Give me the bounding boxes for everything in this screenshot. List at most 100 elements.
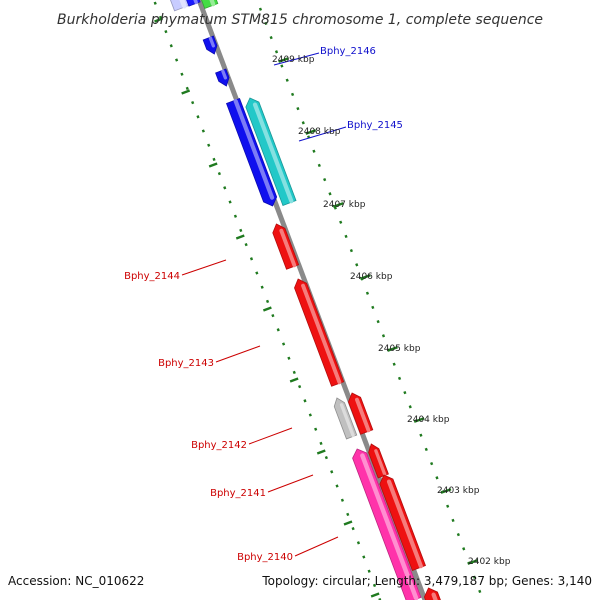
- major-tick: [359, 274, 371, 280]
- scale-tick: [346, 512, 350, 517]
- major-tick: [181, 89, 191, 95]
- gene-highlight: [208, 36, 215, 48]
- scale-tick: [317, 163, 321, 168]
- scale-tick: [223, 186, 227, 190]
- scale-tick: [298, 384, 302, 389]
- gene-body: [202, 35, 218, 55]
- gene-labels: Bphy_2146 Bphy_2145 Bphy_2144 Bphy_2143 …: [124, 46, 403, 563]
- gene-highlight: [279, 228, 297, 268]
- major-tick: [413, 417, 425, 423]
- gene-small-blue-a[interactable]: [202, 35, 218, 55]
- gene-partial-bottom[interactable]: [423, 587, 443, 600]
- kbp-label: 2409 kbp: [272, 55, 315, 65]
- scale-tick: [340, 498, 344, 502]
- gene-body: [215, 68, 230, 87]
- gene-bphy-2146[interactable]: [225, 98, 278, 207]
- scale-tick: [323, 177, 327, 182]
- scale-tick: [255, 271, 259, 275]
- scale-tick: [339, 220, 343, 224]
- scale-tick: [212, 157, 216, 162]
- scale-tick: [312, 149, 316, 153]
- gene-partial-top-blue[interactable]: [179, 0, 201, 7]
- scale-tick: [280, 64, 284, 68]
- gene-highlight: [179, 0, 187, 9]
- kbp-label: 2402 kbp: [468, 557, 511, 567]
- scale-tick: [271, 313, 275, 318]
- scale-tick: [301, 121, 305, 125]
- gene-label-bphy-2143[interactable]: Bphy_2143: [158, 358, 214, 369]
- scale-tick: [233, 214, 238, 218]
- scale-tick: [344, 234, 348, 239]
- kbp-label: 2405 kbp: [378, 344, 421, 354]
- scale-tick: [349, 248, 353, 253]
- scale-tick: [365, 291, 370, 295]
- scale-tick: [164, 29, 168, 34]
- scale-tick: [371, 305, 375, 310]
- gene-highlight: [431, 592, 438, 600]
- scale-tick: [276, 328, 280, 332]
- scale-tick: [403, 390, 407, 395]
- scale-tick: [397, 376, 402, 381]
- scale-tick: [314, 427, 318, 431]
- gene-highlight: [301, 283, 342, 385]
- scale-tick: [244, 242, 248, 247]
- gene-red-mid[interactable]: [348, 392, 374, 435]
- scale-tick: [446, 504, 450, 508]
- scale-tick: [308, 413, 312, 417]
- gene-bphy-2145[interactable]: [245, 97, 297, 206]
- major-tick: [467, 559, 479, 565]
- gene-highlight: [233, 98, 275, 200]
- label-leader-lines: [181, 52, 347, 557]
- scale-tick: [292, 370, 296, 375]
- kbp-label: 2403 kbp: [437, 486, 480, 496]
- gene-label-bphy-2144[interactable]: Bphy_2144: [124, 271, 180, 282]
- gene-label-bphy-2142[interactable]: Bphy_2142: [191, 440, 247, 451]
- gene-label-bphy-2145[interactable]: Bphy_2145: [347, 120, 403, 131]
- scale-tick: [478, 589, 482, 594]
- gene-partial-top-lavender[interactable]: [163, 0, 190, 12]
- scale-tick: [362, 555, 366, 559]
- scale-tick: [319, 441, 323, 446]
- major-tick: [289, 377, 299, 383]
- major-tick: [154, 17, 163, 23]
- gene-bphy-2143[interactable]: [294, 278, 345, 387]
- gene-bphy-2141[interactable]: [352, 448, 422, 600]
- scale-tick: [191, 100, 195, 105]
- scale-tick: [303, 399, 307, 403]
- major-tick: [370, 592, 380, 598]
- scale-tick: [330, 470, 334, 474]
- gene-label-bphy-2141[interactable]: Bphy_2141: [210, 488, 266, 499]
- scale-tick: [285, 78, 289, 82]
- scale-tick: [201, 129, 205, 133]
- scale-tick: [381, 334, 386, 338]
- scale-tick: [264, 21, 268, 26]
- label-leader-line: [215, 345, 261, 363]
- gene-highlight: [386, 479, 423, 569]
- scale-tick: [356, 541, 361, 545]
- gene-highlight: [339, 403, 355, 438]
- scale-tick: [239, 228, 243, 233]
- gene-small-blue-b[interactable]: [215, 68, 230, 87]
- gene-label-bphy-2140[interactable]: Bphy_2140: [237, 552, 293, 563]
- scale-tick: [265, 299, 270, 304]
- label-leader-line: [273, 52, 320, 66]
- scale-tick: [424, 447, 428, 452]
- gene-bphy-2144[interactable]: [272, 223, 300, 270]
- scale-tick: [392, 362, 396, 366]
- kbp-label: 2407 kbp: [323, 200, 366, 210]
- gene-partial-top-green[interactable]: [194, 0, 219, 9]
- scale-tick: [419, 433, 423, 437]
- scale-tick: [180, 72, 184, 76]
- gene-bphy-2142[interactable]: [333, 397, 358, 440]
- gene-highlight: [355, 397, 371, 433]
- scale-tick: [258, 7, 263, 11]
- scale-tick: [287, 356, 291, 360]
- major-tick: [208, 162, 218, 168]
- major-tick: [343, 520, 353, 526]
- kbp-labels: 2409 kbp 2408 kbp 2407 kbp 2406 kbp 2405…: [272, 55, 511, 567]
- gene-bphy-2140[interactable]: [379, 474, 426, 571]
- gene-label-bphy-2146[interactable]: Bphy_2146: [320, 46, 376, 57]
- scale-tick: [175, 58, 179, 62]
- scale-tick: [376, 319, 380, 324]
